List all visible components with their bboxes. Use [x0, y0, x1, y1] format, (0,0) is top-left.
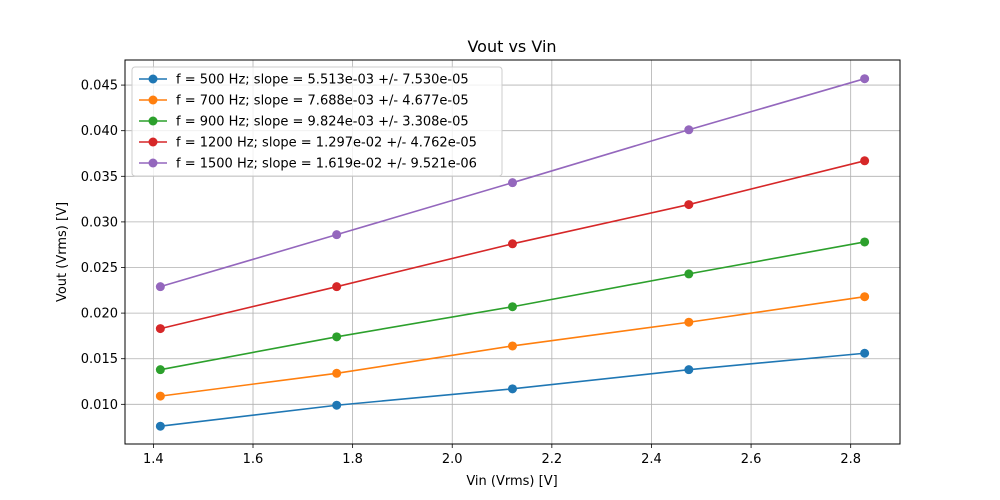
data-point	[684, 200, 694, 210]
series-0	[155, 348, 870, 431]
data-point	[860, 74, 870, 84]
y-tick-label: 0.010	[81, 398, 118, 413]
data-point	[684, 269, 694, 279]
data-point	[332, 230, 342, 240]
data-point	[155, 282, 165, 292]
data-point	[508, 384, 517, 394]
data-point	[155, 324, 165, 334]
legend-marker	[148, 137, 158, 147]
x-tick-label: 2.0	[442, 452, 463, 467]
data-point	[684, 365, 694, 375]
data-point	[860, 237, 870, 247]
legend-marker	[148, 74, 158, 84]
x-tick-label: 1.4	[143, 452, 164, 467]
x-tick-label: 2.2	[542, 452, 563, 467]
y-axis-label: Vout (Vrms) [V]	[55, 202, 70, 302]
y-tick-label: 0.030	[81, 215, 118, 230]
y-tick-label: 0.020	[81, 307, 118, 322]
series-3	[155, 156, 870, 334]
data-point	[332, 282, 342, 292]
x-axis-ticks: 1.4 1.6 1.8 2.0 2.2 2.4 2.6 2.8	[143, 444, 861, 467]
plot-frame	[124, 59, 901, 445]
data-point	[332, 332, 342, 342]
legend-label: f = 1200 Hz; slope = 1.297e-02 +/- 4.762…	[176, 136, 477, 151]
legend-marker	[148, 116, 158, 126]
series-4	[155, 74, 870, 292]
y-axis-ticks: 0.010 0.015 0.020 0.025 0.030 0.035 0.040 0.045	[81, 79, 125, 413]
series-1	[155, 292, 870, 401]
data-point	[860, 348, 870, 358]
legend-label: f = 1500 Hz; slope = 1.619e-02 +/- 9.521…	[176, 157, 477, 172]
legend-box	[131, 66, 503, 177]
data-point	[860, 156, 870, 166]
data-point	[508, 178, 517, 188]
legend-label: f = 700 Hz; slope = 7.688e-03 +/- 4.677e…	[176, 94, 469, 109]
y-tick-label: 0.045	[81, 79, 118, 94]
y-tick-label: 0.015	[81, 352, 118, 367]
data-point	[332, 368, 342, 378]
y-tick-label: 0.040	[81, 124, 118, 139]
data-point	[508, 239, 517, 249]
grid-lines	[125, 60, 900, 444]
data-point	[508, 302, 517, 312]
data-point	[684, 125, 694, 135]
data-point	[155, 365, 165, 375]
x-axis-label: Vin (Vrms) [V]	[466, 474, 557, 489]
legend: f = 500 Hz; slope = 5.513e-03 +/- 7.530e…	[131, 66, 503, 177]
legend-marker	[148, 95, 158, 105]
x-tick-label: 2.8	[840, 452, 861, 467]
x-tick-label: 2.6	[741, 452, 762, 467]
data-point	[332, 400, 342, 410]
data-point	[684, 317, 694, 327]
series-2	[155, 237, 870, 375]
y-tick-label: 0.035	[81, 170, 118, 185]
legend-marker	[148, 158, 158, 168]
series-lines	[155, 74, 870, 431]
data-point	[155, 421, 165, 431]
x-tick-label: 2.4	[641, 452, 662, 467]
legend-label: f = 500 Hz; slope = 5.513e-03 +/- 7.530e…	[176, 73, 469, 88]
data-point	[860, 292, 870, 302]
data-point	[155, 391, 165, 401]
x-tick-label: 1.8	[342, 452, 363, 467]
data-point	[508, 341, 517, 351]
y-tick-label: 0.025	[81, 261, 118, 276]
chart-title: Vout vs Vin	[467, 37, 556, 56]
x-tick-label: 1.6	[243, 452, 264, 467]
legend-label: f = 900 Hz; slope = 9.824e-03 +/- 3.308e…	[176, 115, 469, 130]
